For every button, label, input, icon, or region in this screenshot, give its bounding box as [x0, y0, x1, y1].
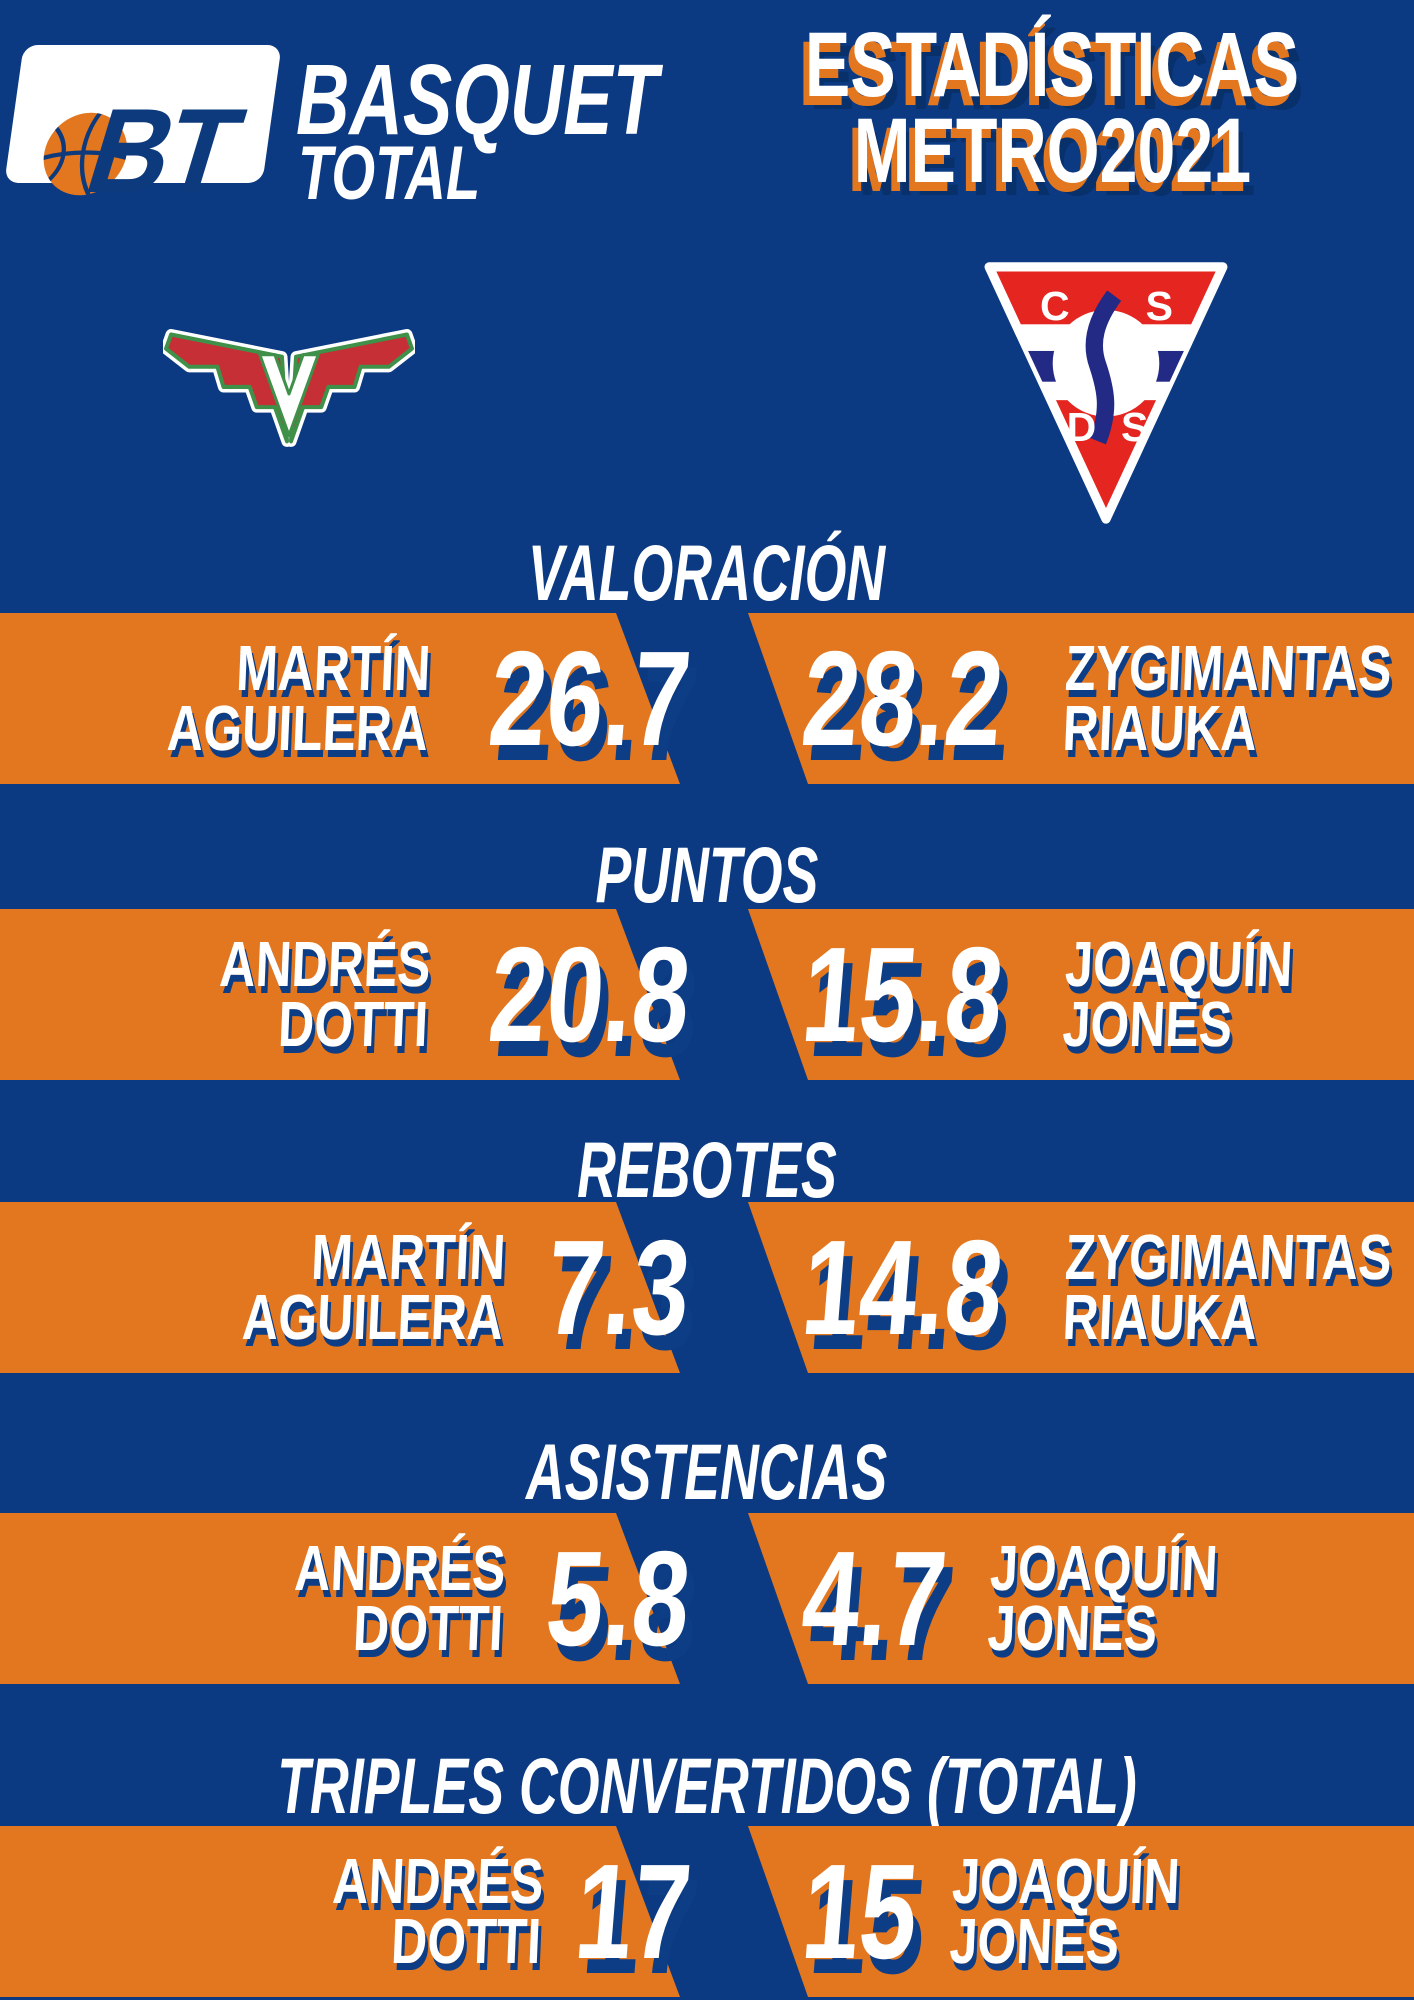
- left-stat-bar: [0, 1513, 680, 1684]
- brand-name-total: TOTAL: [298, 131, 481, 216]
- right-player-name: JOAQUÍN JONES: [986, 1531, 1219, 1664]
- basketball-icon: [41, 112, 129, 196]
- right-stat-value: 15: [796, 1835, 924, 1987]
- brand-name-basquet: BASQUET: [296, 44, 658, 156]
- right-stat-bar: [748, 909, 1414, 1080]
- right-stat-bar: [748, 1202, 1414, 1373]
- team-logo-sayago: C S D S: [984, 262, 1228, 524]
- section-title-asistencias: ASISTENCIAS: [526, 1427, 888, 1516]
- right-stat-value: 28.2: [796, 622, 1009, 774]
- section-title-valoracion: VALORACIÓN: [528, 528, 886, 617]
- team-logo-verdirrojo: [163, 328, 415, 447]
- left-player-name: ANDRÉS DOTTI: [330, 1844, 545, 1977]
- bt-monogram: BT: [72, 84, 253, 218]
- left-player-name: ANDRÉS DOTTI: [218, 927, 432, 1060]
- section-title-rebotes: REBOTES: [577, 1125, 837, 1214]
- stat-row-puntos: ANDRÉS DOTTI 20.8 15.8 JOAQUÍN JONES: [0, 909, 1414, 1080]
- left-player-name: MARTÍN AGUILERA: [240, 1220, 508, 1353]
- left-stat-value: 26.7: [484, 622, 697, 774]
- left-stat-value: 5.8: [541, 1522, 697, 1674]
- left-stat-bar: [0, 909, 680, 1080]
- right-stat-bar: [748, 613, 1414, 784]
- left-stat-bar: [0, 613, 680, 784]
- right-stat-bar: [748, 1826, 1414, 1997]
- right-player-name: ZYGIMANTAS RIAUKA: [1061, 631, 1393, 764]
- right-player-name: ZYGIMANTAS RIAUKA: [1061, 1220, 1393, 1353]
- left-stat-value: 20.8: [484, 918, 697, 1070]
- left-stat-value: 17: [569, 1835, 697, 1987]
- right-stat-value: 15.8: [796, 918, 1009, 1070]
- left-player-name: MARTÍN AGUILERA: [165, 631, 432, 764]
- left-stat-bar: [0, 1202, 680, 1373]
- right-stat-bar: [748, 1513, 1414, 1684]
- right-player-name: JOAQUÍN JONES: [948, 1844, 1182, 1977]
- logo-letter-s1: S: [1146, 283, 1173, 329]
- stat-row-valoracion: MARTÍN AGUILERA 26.7 28.2 ZYGIMANTAS RIAUK…: [0, 613, 1414, 784]
- right-player-name: JOAQUÍN JONES: [1061, 927, 1294, 1060]
- left-stat-value: 7.3: [541, 1211, 697, 1363]
- page-title: ESTADÍSTICAS METRO2021: [804, 14, 1300, 203]
- left-player-name: ANDRÉS DOTTI: [293, 1531, 508, 1664]
- logo-letter-c: C: [1040, 283, 1070, 329]
- stat-row-asistencias: ANDRÉS DOTTI 5.8 4.7 JOAQUÍN JONES: [0, 1513, 1414, 1684]
- logo-letter-d: D: [1067, 404, 1097, 450]
- stat-row-rebotes: MARTÍN AGUILERA 7.3 14.8 ZYGIMANTAS RIAUKA: [0, 1202, 1414, 1373]
- logo-letter-s2: S: [1121, 404, 1148, 450]
- section-title-puntos: PUNTOS: [595, 830, 819, 919]
- right-stat-value: 4.7: [796, 1522, 952, 1674]
- right-stat-value: 14.8: [796, 1211, 1009, 1363]
- stat-row-triples: ANDRÉS DOTTI 17 15 JOAQUÍN JONES: [0, 1826, 1414, 1997]
- left-stat-bar: [0, 1826, 680, 1997]
- section-title-triples: TRIPLES CONVERTIDOS (TOTAL): [277, 1741, 1137, 1830]
- basquet-total-logo-plate: BT: [4, 45, 282, 218]
